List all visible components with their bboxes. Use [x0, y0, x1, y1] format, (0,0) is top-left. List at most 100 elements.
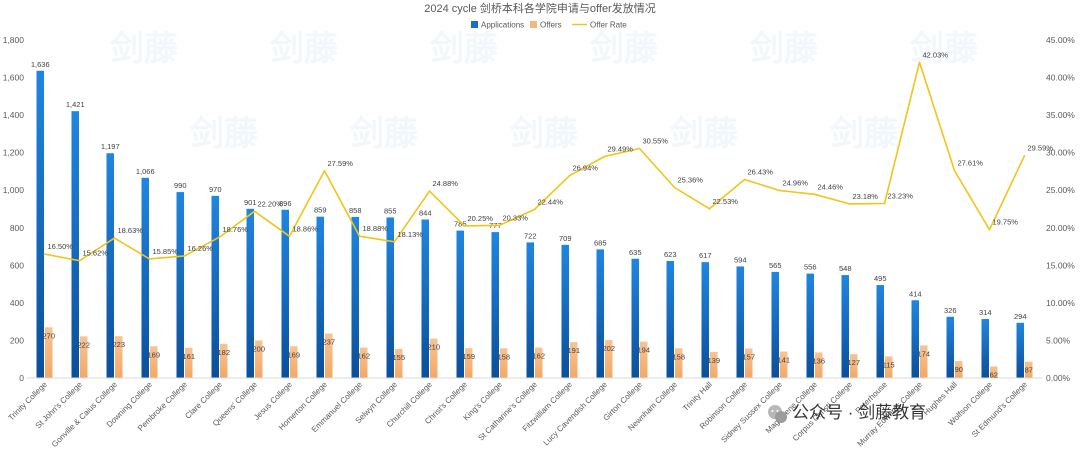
offer-rate-point — [288, 235, 291, 238]
applications-value-label: 858 — [349, 206, 362, 215]
offers-value-label: 141 — [777, 356, 790, 365]
offer-rate-value-label: 24.88% — [433, 179, 459, 188]
offer-rate-value-label: 19.75% — [993, 218, 1019, 227]
offers-bar — [535, 347, 543, 378]
offers-bar — [815, 352, 823, 378]
applications-bar — [981, 319, 989, 378]
offers-bar — [955, 361, 963, 378]
x-tick-label: Lucy Cavendish College — [542, 380, 610, 448]
x-tick-label: Trinity Hall — [681, 380, 714, 413]
x-tick-label: Hughes Hall — [922, 380, 959, 417]
applications-bar — [246, 208, 254, 378]
offers-bar — [745, 348, 753, 378]
offers-value-label: 136 — [812, 356, 825, 365]
offer-rate-point — [813, 193, 816, 196]
applications-bar — [841, 275, 849, 378]
applications-bar — [596, 249, 604, 378]
offers-bar — [675, 348, 683, 378]
offers-value-label: 191 — [567, 346, 580, 355]
applications-value-label: 685 — [594, 238, 607, 247]
offers-bar — [465, 348, 473, 378]
offers-value-label: 158 — [497, 352, 510, 361]
watermark-brand: 剑藤 — [830, 114, 898, 153]
watermark-brand: 剑藤 — [110, 29, 178, 68]
watermark-brand: 剑藤 — [350, 114, 418, 153]
offer-rate-point — [358, 235, 361, 237]
offers-value-label: 158 — [672, 352, 685, 361]
applications-bar — [771, 271, 779, 378]
y2-tick-label: 40.00% — [1046, 73, 1075, 83]
offer-rate-value-label: 23.18% — [853, 192, 879, 201]
offers-value-label: 90 — [955, 365, 963, 374]
applications-value-label: 594 — [734, 255, 747, 264]
applications-bar — [141, 177, 149, 378]
y-tick-label: 1,400 — [3, 110, 25, 120]
offer-rate-value-label: 20.33% — [503, 213, 529, 222]
offers-value-label: 210 — [427, 343, 440, 352]
offers-value-label: 161 — [182, 352, 195, 361]
applications-value-label: 548 — [839, 264, 852, 273]
offer-rate-value-label: 24.96% — [783, 179, 809, 188]
offer-rate-value-label: 18.88% — [363, 224, 389, 233]
applications-value-label: 844 — [419, 209, 432, 218]
y2-tick-label: 10.00% — [1046, 298, 1075, 308]
applications-bar — [701, 262, 709, 378]
x-tick-label: St Catharine's College — [476, 380, 539, 443]
applications-value-label: 896 — [279, 199, 292, 208]
offers-value-label: 222 — [77, 340, 90, 349]
offers-value-label: 87 — [1025, 366, 1033, 375]
offer-rate-point — [43, 253, 46, 255]
watermark-brand: 剑藤 — [190, 114, 258, 153]
offer-rate-point — [218, 236, 221, 238]
y2-tick-label: 35.00% — [1046, 110, 1075, 120]
offer-rate-value-label: 27.61% — [958, 159, 984, 168]
watermark-brand: 剑藤 — [670, 114, 738, 153]
watermark-brand: 剑藤 — [430, 29, 498, 68]
legend-label: Offer Rate — [590, 21, 627, 30]
offers-value-label: 159 — [462, 352, 475, 361]
offer-rate-value-label: 24.46% — [818, 182, 844, 191]
offer-rate-value-label: 16.26% — [188, 244, 214, 253]
y-tick-label: 1,800 — [3, 35, 25, 45]
offer-rate-point — [393, 241, 396, 243]
y-tick-label: 200 — [10, 335, 24, 345]
applications-value-label: 785 — [454, 220, 467, 229]
applications-bar — [281, 209, 289, 378]
offers-value-label: 115 — [883, 360, 895, 369]
applications-bar — [456, 230, 464, 378]
y-tick-label: 1,000 — [3, 185, 25, 195]
offers-bar — [395, 348, 403, 378]
applications-bar — [876, 285, 884, 378]
applications-bar — [106, 153, 114, 378]
offer-rate-point — [778, 189, 781, 192]
y2-tick-label: 45.00% — [1046, 35, 1075, 45]
offer-rate-value-label: 22.53% — [713, 197, 739, 206]
y-tick-label: 600 — [10, 260, 24, 270]
y-tick-label: 1,200 — [3, 148, 25, 158]
legend: Applications Offers Offer Rate — [471, 21, 627, 30]
watermark-brand: 剑藤 — [910, 29, 978, 68]
offer-rate-value-label: 23.23% — [888, 192, 914, 201]
offer-rate-value-label: 26.43% — [748, 167, 774, 176]
offer-rate-value-label: 29.59% — [1028, 144, 1054, 153]
applications-bar — [351, 216, 359, 378]
applications-bar — [36, 70, 44, 378]
offers-bar — [255, 340, 263, 378]
offers-bar — [1025, 361, 1033, 378]
offers-value-label: 157 — [742, 353, 755, 362]
offer-rate-value-label: 18.13% — [398, 230, 424, 239]
offers-bar — [885, 356, 893, 378]
offers-bar — [220, 343, 228, 378]
applications-bar — [316, 216, 324, 378]
watermark-brand: 剑藤 — [590, 29, 658, 68]
y-tick-label: 1,600 — [3, 73, 25, 83]
offers-bar — [80, 336, 88, 378]
applications-value-label: 635 — [629, 248, 642, 257]
applications-value-label: 495 — [874, 274, 887, 283]
applications-bar — [421, 219, 429, 378]
offers-bar — [115, 336, 123, 378]
offer-rate-value-label: 18.86% — [293, 224, 319, 233]
offers-value-label: 139 — [707, 356, 720, 365]
offer-rate-point — [918, 61, 921, 64]
offer-rate-value-label: 18.76% — [223, 225, 249, 234]
